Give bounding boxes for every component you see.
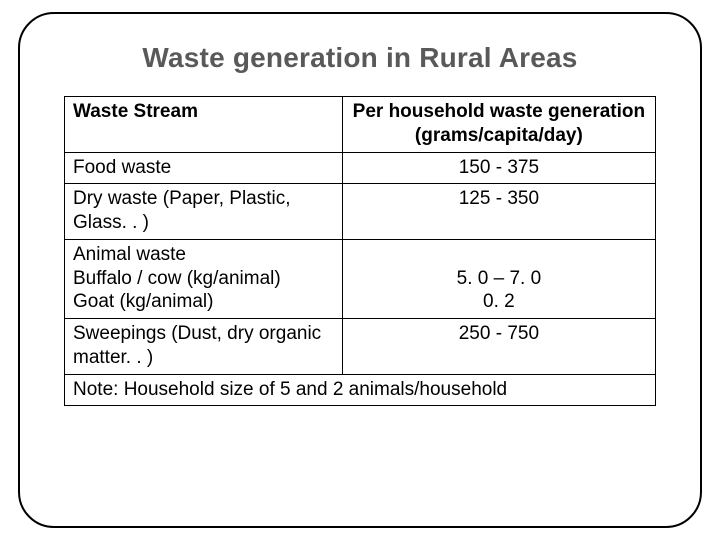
table-note-row: Note: Household size of 5 and 2 animals/…: [65, 374, 656, 406]
cell-value: 250 - 750: [342, 319, 655, 375]
page-title: Waste generation in Rural Areas: [64, 42, 656, 74]
header-per-household: Per household waste generation (grams/ca…: [342, 97, 655, 153]
table-header-row: Waste Stream Per household waste generat…: [65, 97, 656, 153]
cell-value: 5. 0 – 7. 0 0. 2: [342, 239, 655, 318]
waste-table: Waste Stream Per household waste generat…: [64, 96, 656, 406]
cell-stream: Animal waste Buffalo / cow (kg/animal) G…: [65, 239, 343, 318]
table-row: Animal waste Buffalo / cow (kg/animal) G…: [65, 239, 656, 318]
header-waste-stream: Waste Stream: [65, 97, 343, 153]
table-row: Sweepings (Dust, dry organic matter. . )…: [65, 319, 656, 375]
cell-value: 150 - 375: [342, 152, 655, 184]
cell-stream: Dry waste (Paper, Plastic, Glass. . ): [65, 184, 343, 240]
cell-stream: Food waste: [65, 152, 343, 184]
cell-value: 125 - 350: [342, 184, 655, 240]
table-row: Dry waste (Paper, Plastic, Glass. . ) 12…: [65, 184, 656, 240]
table-note: Note: Household size of 5 and 2 animals/…: [65, 374, 656, 406]
cell-stream: Sweepings (Dust, dry organic matter. . ): [65, 319, 343, 375]
slide-frame: Waste generation in Rural Areas Waste St…: [18, 12, 702, 528]
table-row: Food waste 150 - 375: [65, 152, 656, 184]
